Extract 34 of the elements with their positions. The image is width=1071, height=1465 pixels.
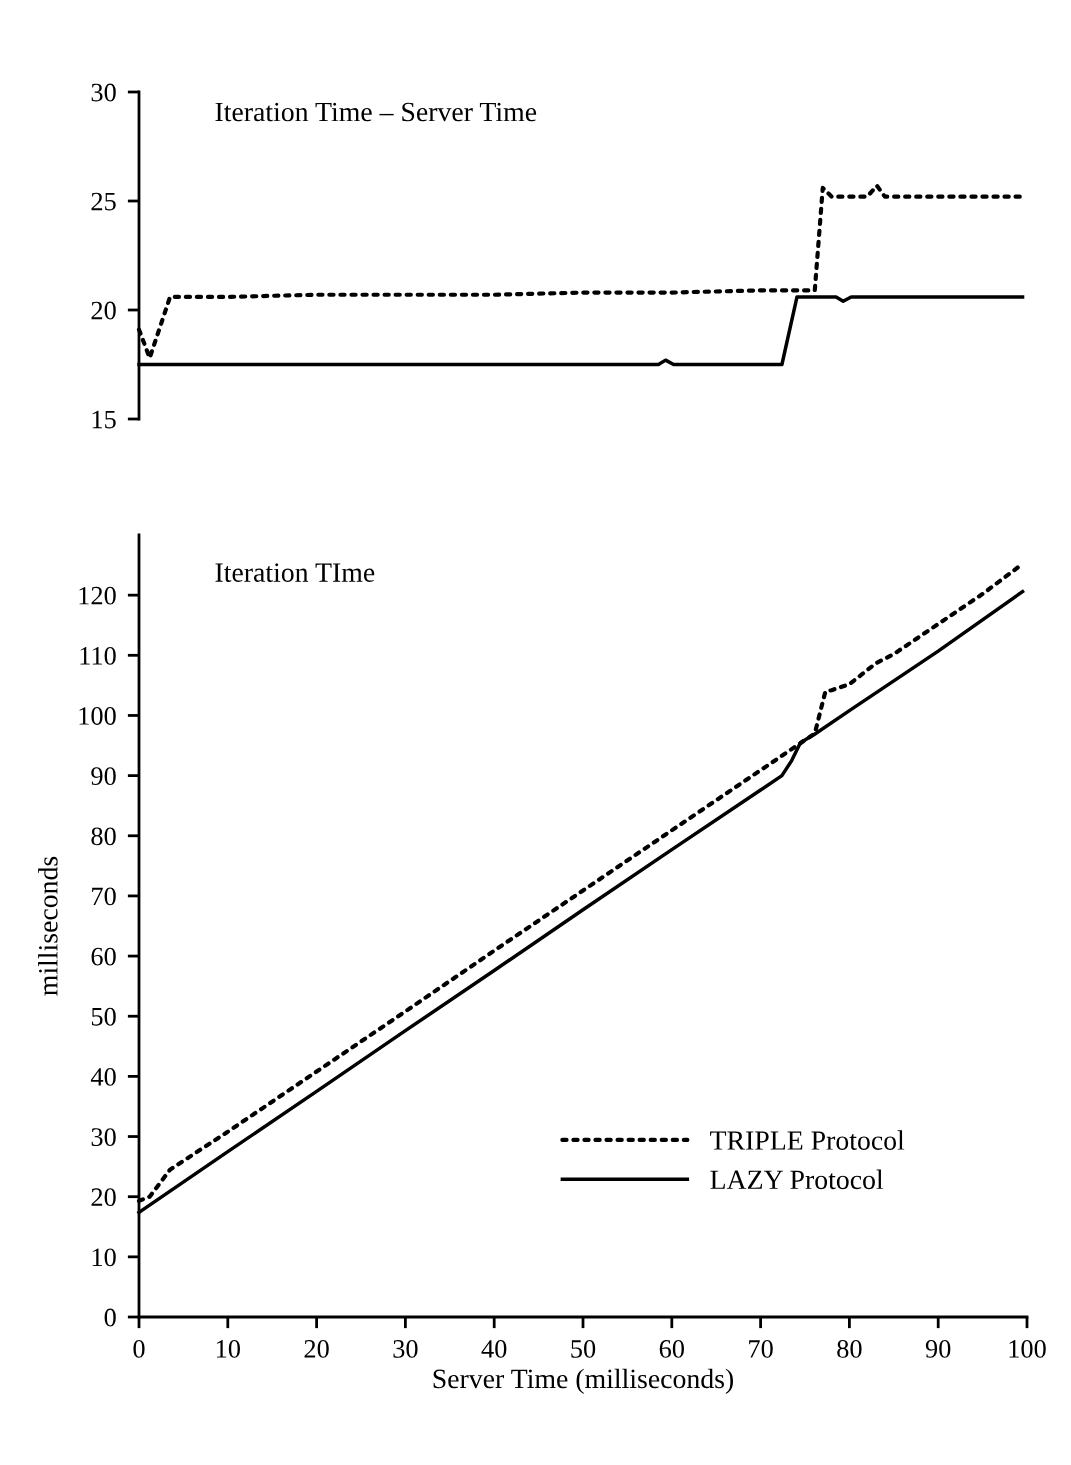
- y-tick-label: 70: [92, 887, 116, 906]
- x-tick-label: 50: [571, 1339, 596, 1358]
- x-tick-label: 20: [304, 1339, 329, 1358]
- y-tick-label: 0: [104, 1308, 116, 1327]
- y-tick-label: 15: [92, 410, 116, 429]
- y-tick-label: 80: [91, 827, 116, 846]
- y-tick-label: 50: [91, 1007, 116, 1026]
- y-tick-label: 100: [79, 707, 116, 725]
- x-tick-label: 60: [659, 1339, 684, 1358]
- y-tick-label: 60: [91, 947, 116, 966]
- y-axis-title: milliseconds: [38, 856, 58, 996]
- x-tick-label: 0: [133, 1339, 145, 1358]
- y-tick-label: 30: [91, 83, 116, 102]
- x-tick-label: 30: [393, 1339, 418, 1358]
- legend-label: LAZY Protocol: [710, 1169, 884, 1190]
- y-tick-label: 10: [92, 1248, 116, 1267]
- x-tick-label: 10: [216, 1339, 240, 1358]
- y-tick-label: 120: [79, 586, 116, 605]
- x-tick-label: 80: [837, 1339, 862, 1358]
- x-axis-title: Server Time (milliseconds): [433, 1368, 734, 1394]
- legend-label: TRIPLE Protocol: [710, 1130, 905, 1150]
- y-tick-label: 90: [91, 767, 116, 786]
- y-tick-label: 25: [91, 192, 116, 211]
- y-tick-label: 110: [80, 646, 116, 665]
- y-tick-label: 40: [90, 1067, 116, 1086]
- y-tick-label: 20: [91, 1188, 116, 1207]
- y-tick-label: 20: [91, 301, 116, 320]
- text: Iteration TIme: [215, 563, 375, 582]
- chart-title: Iteration Time – Server Time: [215, 102, 537, 122]
- y-tick-label: 30: [91, 1128, 116, 1146]
- x-tick-label: 100: [1009, 1339, 1046, 1358]
- x-tick-label: 40: [481, 1339, 507, 1358]
- x-tick-label: 70: [749, 1339, 773, 1358]
- x-tick-label: 90: [925, 1339, 951, 1358]
